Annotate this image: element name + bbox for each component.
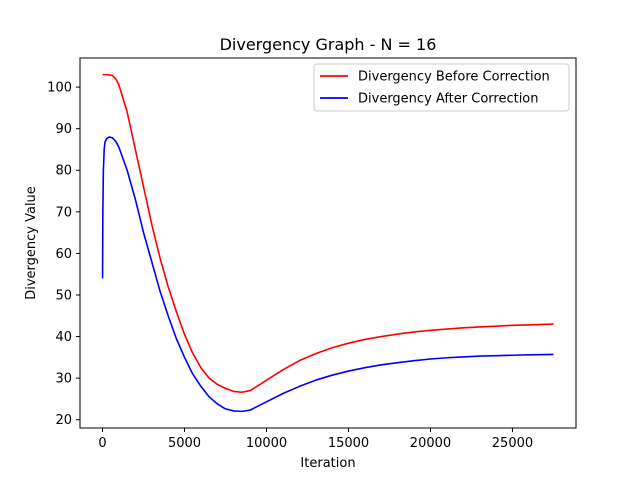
x-tick-label: 0 <box>98 436 106 451</box>
y-tick-label: 20 <box>55 413 72 428</box>
y-tick-label: 60 <box>55 247 72 262</box>
x-axis-label: Iteration <box>300 456 355 471</box>
y-tick-label: 70 <box>55 205 72 220</box>
y-tick-label: 50 <box>55 288 72 303</box>
legend-label: Divergency After Correction <box>358 92 539 107</box>
legend: Divergency Before Correction Divergency A… <box>313 63 570 112</box>
x-tick-label: 25000 <box>492 436 533 451</box>
y-tick-label: 80 <box>55 164 72 179</box>
plot-frame <box>79 57 577 429</box>
y-tick-label: 30 <box>55 372 72 387</box>
y-tick-label: 100 <box>47 81 72 96</box>
axis-ticks: 0 5000 10000 15000 20000 25000 20 30 40 50 60 70 80 9… <box>47 81 533 451</box>
series-line-before-correction <box>102 73 554 394</box>
legend-label: Divergency Before Correction <box>358 70 550 85</box>
series-line-after-correction <box>101 136 554 413</box>
y-tick-label: 90 <box>55 122 72 137</box>
y-tick-label: 40 <box>55 330 72 345</box>
x-tick-label: 20000 <box>410 436 451 451</box>
x-tick-label: 15000 <box>328 436 369 451</box>
legend-box <box>313 63 570 112</box>
chart-title: Divergency Graph - N = 16 <box>220 35 437 54</box>
y-axis-label: Divergency Value <box>24 186 39 300</box>
x-tick-label: 10000 <box>246 436 287 451</box>
x-tick-label: 5000 <box>168 436 201 451</box>
